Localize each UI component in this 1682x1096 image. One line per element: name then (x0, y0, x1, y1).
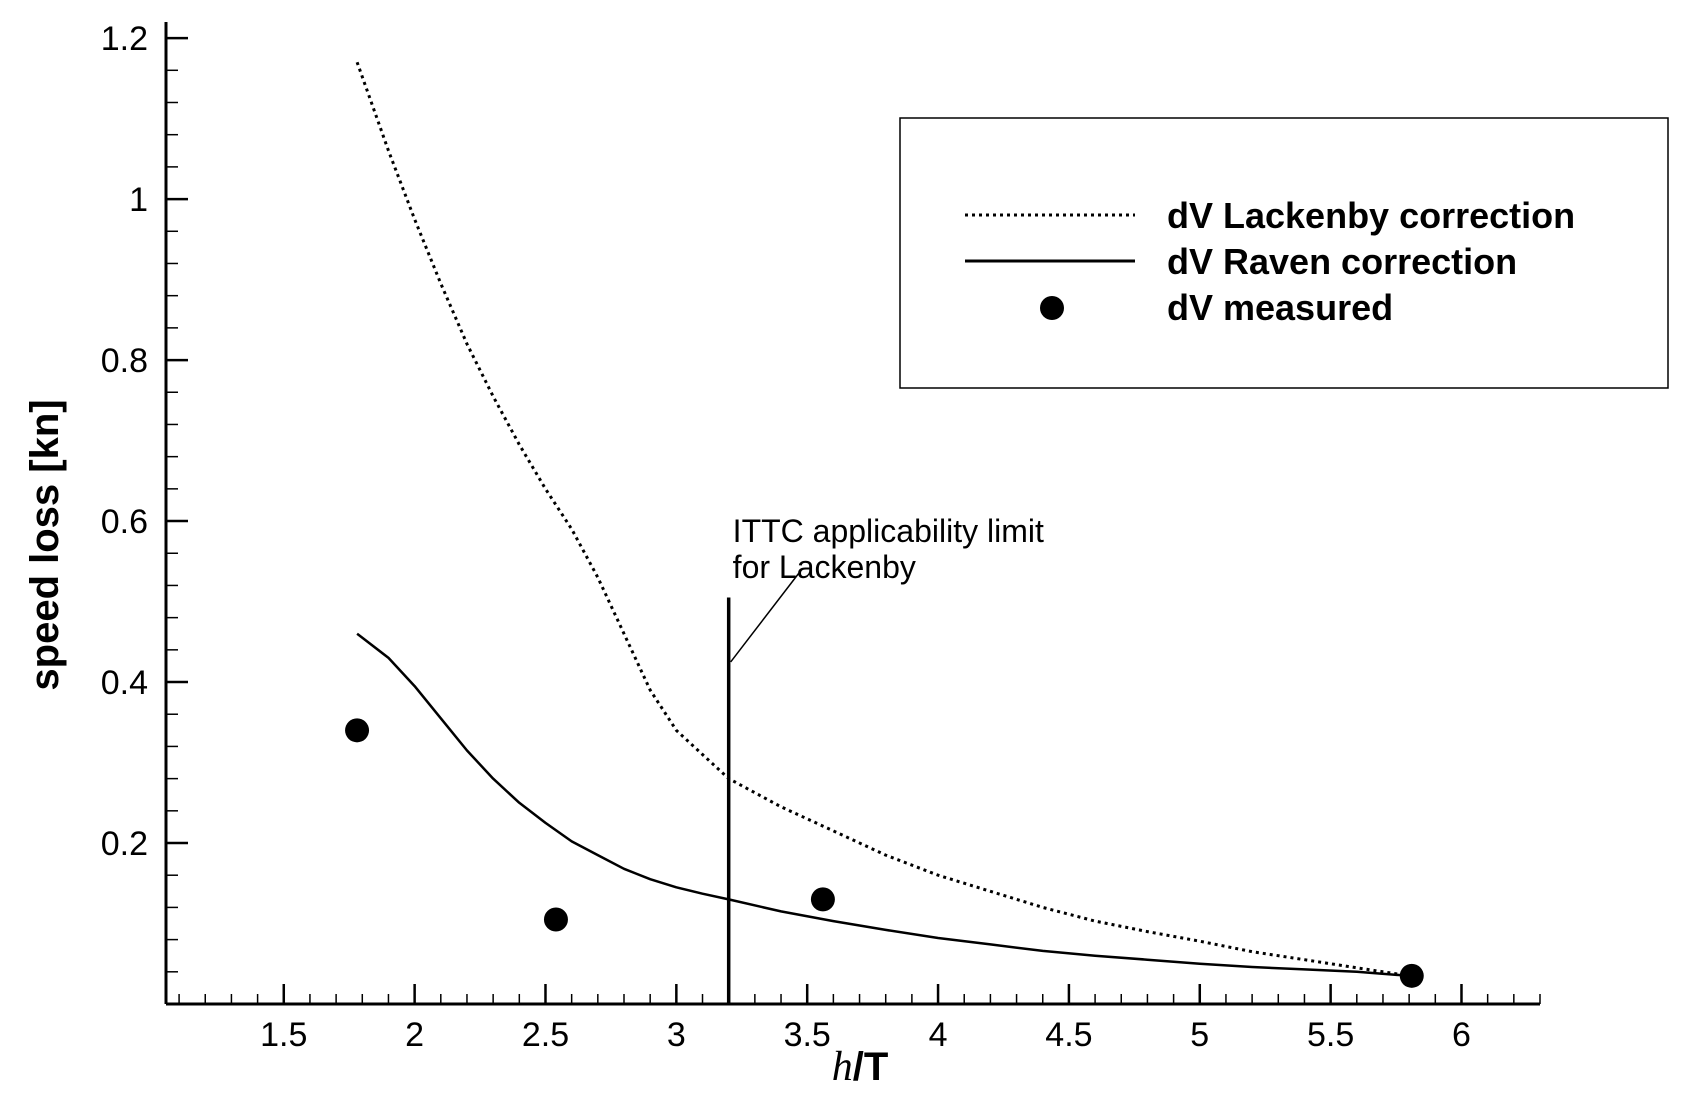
x-tick-label: 3.5 (784, 1016, 831, 1054)
y-tick-label: 0.8 (101, 342, 148, 380)
x-tick-label: 4 (929, 1016, 948, 1054)
axes-layer: 1.5 2 2.5 3 3.5 4 4.5 5 5.5 6 0.2 0.4 0.6 0.8 1 1.2 (101, 20, 1541, 1054)
x-tick-label: 3 (667, 1016, 686, 1054)
y-tick-label: 1.2 (101, 20, 148, 58)
x-axis-title-italic: h (832, 1044, 853, 1090)
y-tick-label: 1 (129, 181, 148, 219)
y-tick-label: 0.4 (101, 664, 148, 702)
ittc-leader-line (730, 572, 800, 663)
x-tick-label: 2.5 (522, 1016, 569, 1054)
measured-point (543, 907, 568, 932)
y-tick-label: 0.6 (101, 503, 148, 541)
x-tick-label: 2 (405, 1016, 424, 1054)
legend-box (899, 117, 1669, 389)
ittc-annotation-text: for Lackenby (733, 549, 916, 585)
legend-label-raven: dV Raven correction (1167, 241, 1517, 282)
x-tick-label: 6 (1452, 1016, 1471, 1054)
series-layer (345, 61, 1424, 988)
measured-point (1399, 963, 1424, 988)
legend-label-lackenby: dV Lackenby correction (1167, 195, 1575, 236)
legend: dV Lackenby correction dV Raven correcti… (899, 117, 1669, 389)
ittc-annotation-text: ITTC applicability limit (733, 513, 1044, 549)
y-axis-title: speed loss [kn] (23, 399, 67, 690)
series-line-raven (356, 632, 1410, 978)
legend-label-measured: dV measured (1167, 287, 1393, 328)
x-tick-label: 5 (1190, 1016, 1209, 1054)
series-line-lackenby (355, 61, 1410, 978)
measured-point (810, 887, 835, 912)
x-tick-label: 1.5 (260, 1016, 307, 1054)
x-axis-title: h/T (832, 1044, 889, 1090)
measured-point (345, 718, 370, 743)
x-tick-label: 5.5 (1307, 1016, 1354, 1054)
legend-marker-measured (1040, 296, 1064, 320)
x-tick-label: 4.5 (1045, 1016, 1092, 1054)
x-axis-title-bold: /T (853, 1045, 889, 1089)
y-tick-label: 0.2 (101, 825, 148, 863)
